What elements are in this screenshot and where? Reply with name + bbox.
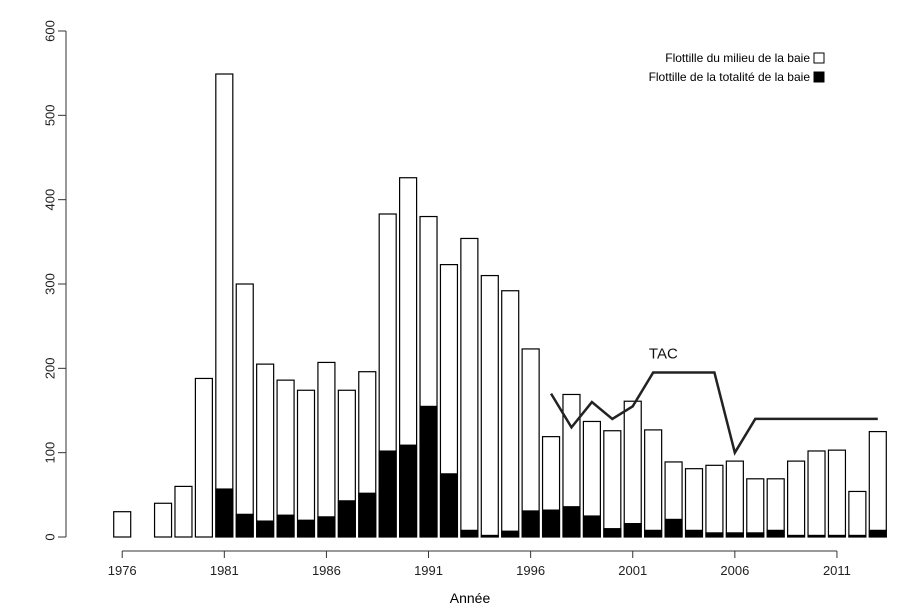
x-tick-label: 1981 [210,563,239,578]
legend-label: Flottille du milieu de la baie [665,51,810,65]
bar-totalite [766,529,785,538]
bars [113,73,887,538]
bar-milieu [623,400,642,538]
x-tick-label: 2011 [823,563,851,578]
y-tick-label: 0 [43,533,58,540]
bar-totalite [746,532,765,538]
bar-totalite [725,532,744,538]
bar-totalite [399,444,418,538]
y-tick-label: 200 [43,357,58,379]
bar-milieu [256,363,275,538]
bar-totalite [787,534,806,538]
bar-milieu [725,460,744,538]
x-axis: 1976 1981 1986 1991 1996 2001 2006 2011 [108,550,851,578]
x-tick-label: 2001 [618,563,647,578]
bar-milieu [521,348,540,538]
bar-milieu [460,237,479,538]
x-tick-label: 1976 [108,563,137,578]
x-tick-label: 2006 [720,563,749,578]
bar-milieu [827,449,847,538]
bar-milieu [766,478,785,538]
bar-totalite [480,534,499,538]
bar-totalite [582,515,601,538]
tac-line-group: TAC [549,346,878,456]
bar-totalite [460,529,479,538]
bar-totalite [378,450,397,538]
bar-totalite [603,528,622,538]
x-tick-label: 1986 [312,563,341,578]
tac-line [549,371,878,456]
bar-milieu [684,468,704,538]
bar-milieu [235,283,254,538]
bar-milieu [603,430,622,538]
bar-totalite [439,473,458,538]
bar-milieu [194,377,213,538]
bar-totalite [623,523,642,538]
y-tick-label: 600 [43,20,58,42]
bar-milieu [113,511,132,538]
bar-totalite [644,529,663,538]
bar-milieu [746,478,765,538]
bar-totalite [358,492,377,538]
bar-totalite [521,510,540,538]
bar-milieu [215,73,234,538]
bar-milieu [153,502,173,538]
x-axis-title: Année [450,590,491,606]
bar-totalite [215,488,234,538]
bar-totalite [317,516,336,538]
bar-milieu [868,430,887,538]
bar-milieu [644,429,663,538]
bar-totalite [848,534,867,538]
bar-totalite [501,530,520,538]
y-tick-label: 100 [43,442,58,464]
x-tick-label: 1996 [516,563,545,578]
y-tick-label: 500 [43,104,58,126]
bar-totalite [868,529,887,538]
bar-totalite [337,500,356,538]
y-tick-label: 400 [43,189,58,211]
legend-label: Flottille de la totalité de la baie [649,70,811,84]
x-tick-label: 1991 [414,563,443,578]
bar-milieu [787,460,806,538]
tac-label: TAC [649,346,678,363]
bar-totalite [276,514,295,538]
bar-totalite [705,532,724,538]
legend-swatch [813,52,825,64]
bar-totalite [664,518,683,538]
bar-milieu [480,274,499,538]
bar-milieu [317,361,336,538]
bar-totalite [542,509,561,538]
bar-milieu [174,485,193,538]
y-axis: 0 100 200 300 400 500 600 [43,20,67,541]
bar-totalite [827,534,846,538]
bar-totalite [297,519,315,538]
bar-milieu [296,389,316,538]
bar-milieu [807,450,826,538]
bar-milieu [705,464,724,538]
y-tick-label: 300 [43,273,58,295]
legend: Flottille du milieu de la baie Flottille … [649,51,825,84]
bar-milieu [501,290,520,538]
bar-totalite [419,405,438,538]
legend-swatch [813,71,825,83]
bar-totalite [562,506,581,538]
bar-totalite [256,520,275,538]
bar-milieu [276,379,295,538]
bar-milieu [848,490,867,538]
bar-totalite [235,513,254,538]
bar-totalite [685,529,703,538]
bar-totalite [807,534,826,538]
